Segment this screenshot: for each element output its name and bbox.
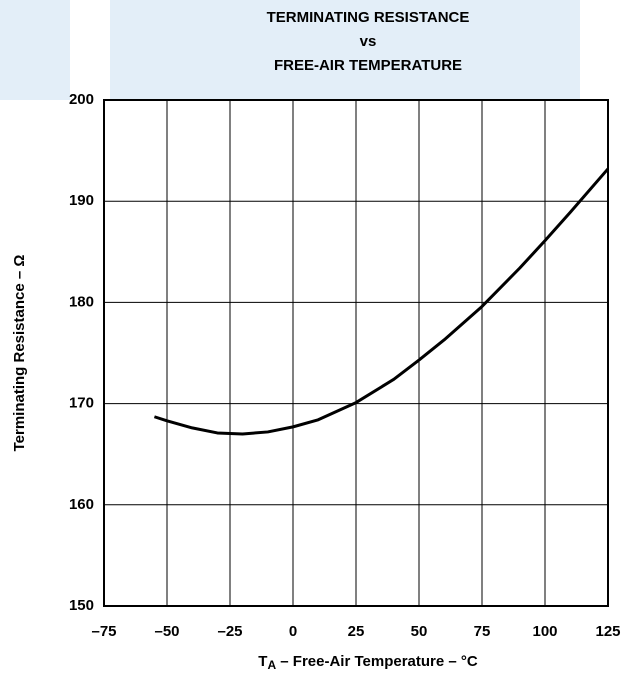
y-tick-label: 160 (69, 496, 94, 513)
chart-title: FREE-AIR TEMPERATURE (274, 57, 462, 74)
x-axis-label-subscript: A (267, 658, 276, 672)
y-axis-label: Terminating Resistance – Ω (11, 255, 28, 452)
y-tick-label: 200 (69, 91, 94, 108)
x-tick-label: –25 (217, 623, 242, 640)
y-tick-label: 190 (69, 192, 94, 209)
x-axis-label-text: – Free-Air Temperature – °C (276, 653, 478, 670)
x-tick-label: 0 (289, 623, 297, 640)
x-tick-label: 25 (348, 623, 365, 640)
x-tick-label: 125 (595, 623, 620, 640)
watermark (110, 0, 580, 100)
y-tick-label: 170 (69, 395, 94, 412)
x-tick-label: –50 (154, 623, 179, 640)
chart-title: TERMINATING RESISTANCE (267, 9, 470, 26)
plot-frame (103, 99, 609, 607)
data-line (153, 167, 610, 436)
x-tick-label: –75 (91, 623, 116, 640)
watermark (0, 0, 70, 100)
chart-title: vs (360, 33, 377, 50)
x-tick-label: 50 (411, 623, 428, 640)
x-tick-label: 75 (474, 623, 491, 640)
x-axis-label-symbol: T (258, 653, 267, 670)
x-axis-label: TA – Free-Air Temperature – °C (258, 653, 478, 672)
y-tick-label: 180 (69, 293, 94, 310)
x-tick-label: 100 (532, 623, 557, 640)
y-tick-label: 150 (69, 597, 94, 614)
